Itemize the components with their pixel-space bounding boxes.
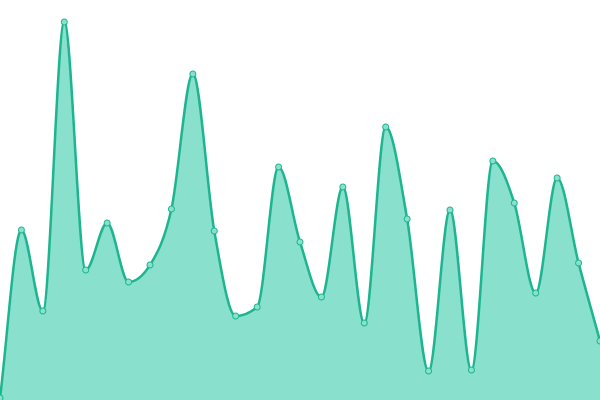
- data-point: [125, 278, 133, 286]
- data-point: [339, 183, 347, 191]
- data-point: [189, 70, 197, 78]
- data-point: [17, 226, 25, 234]
- data-point: [275, 163, 283, 171]
- data-point: [296, 238, 304, 246]
- data-point: [446, 206, 454, 214]
- data-point: [553, 174, 561, 182]
- data-point: [489, 157, 497, 165]
- data-point: [146, 261, 154, 269]
- data-point: [210, 227, 218, 235]
- data-point: [532, 289, 540, 297]
- data-point: [575, 259, 583, 267]
- data-point: [60, 18, 68, 26]
- data-point: [167, 205, 175, 213]
- data-point: [360, 319, 368, 327]
- area-fill: [0, 22, 600, 400]
- data-point: [596, 337, 600, 345]
- data-point: [317, 293, 325, 301]
- data-point: [253, 303, 261, 311]
- data-point: [467, 366, 475, 374]
- area-line: [0, 20, 600, 399]
- data-point: [103, 219, 111, 227]
- data-point: [232, 312, 240, 320]
- data-point: [82, 266, 90, 274]
- data-point: [382, 123, 390, 131]
- data-point: [425, 367, 433, 375]
- data-point: [0, 394, 4, 400]
- data-point: [403, 215, 411, 223]
- data-point: [510, 199, 518, 207]
- data-point: [39, 307, 47, 315]
